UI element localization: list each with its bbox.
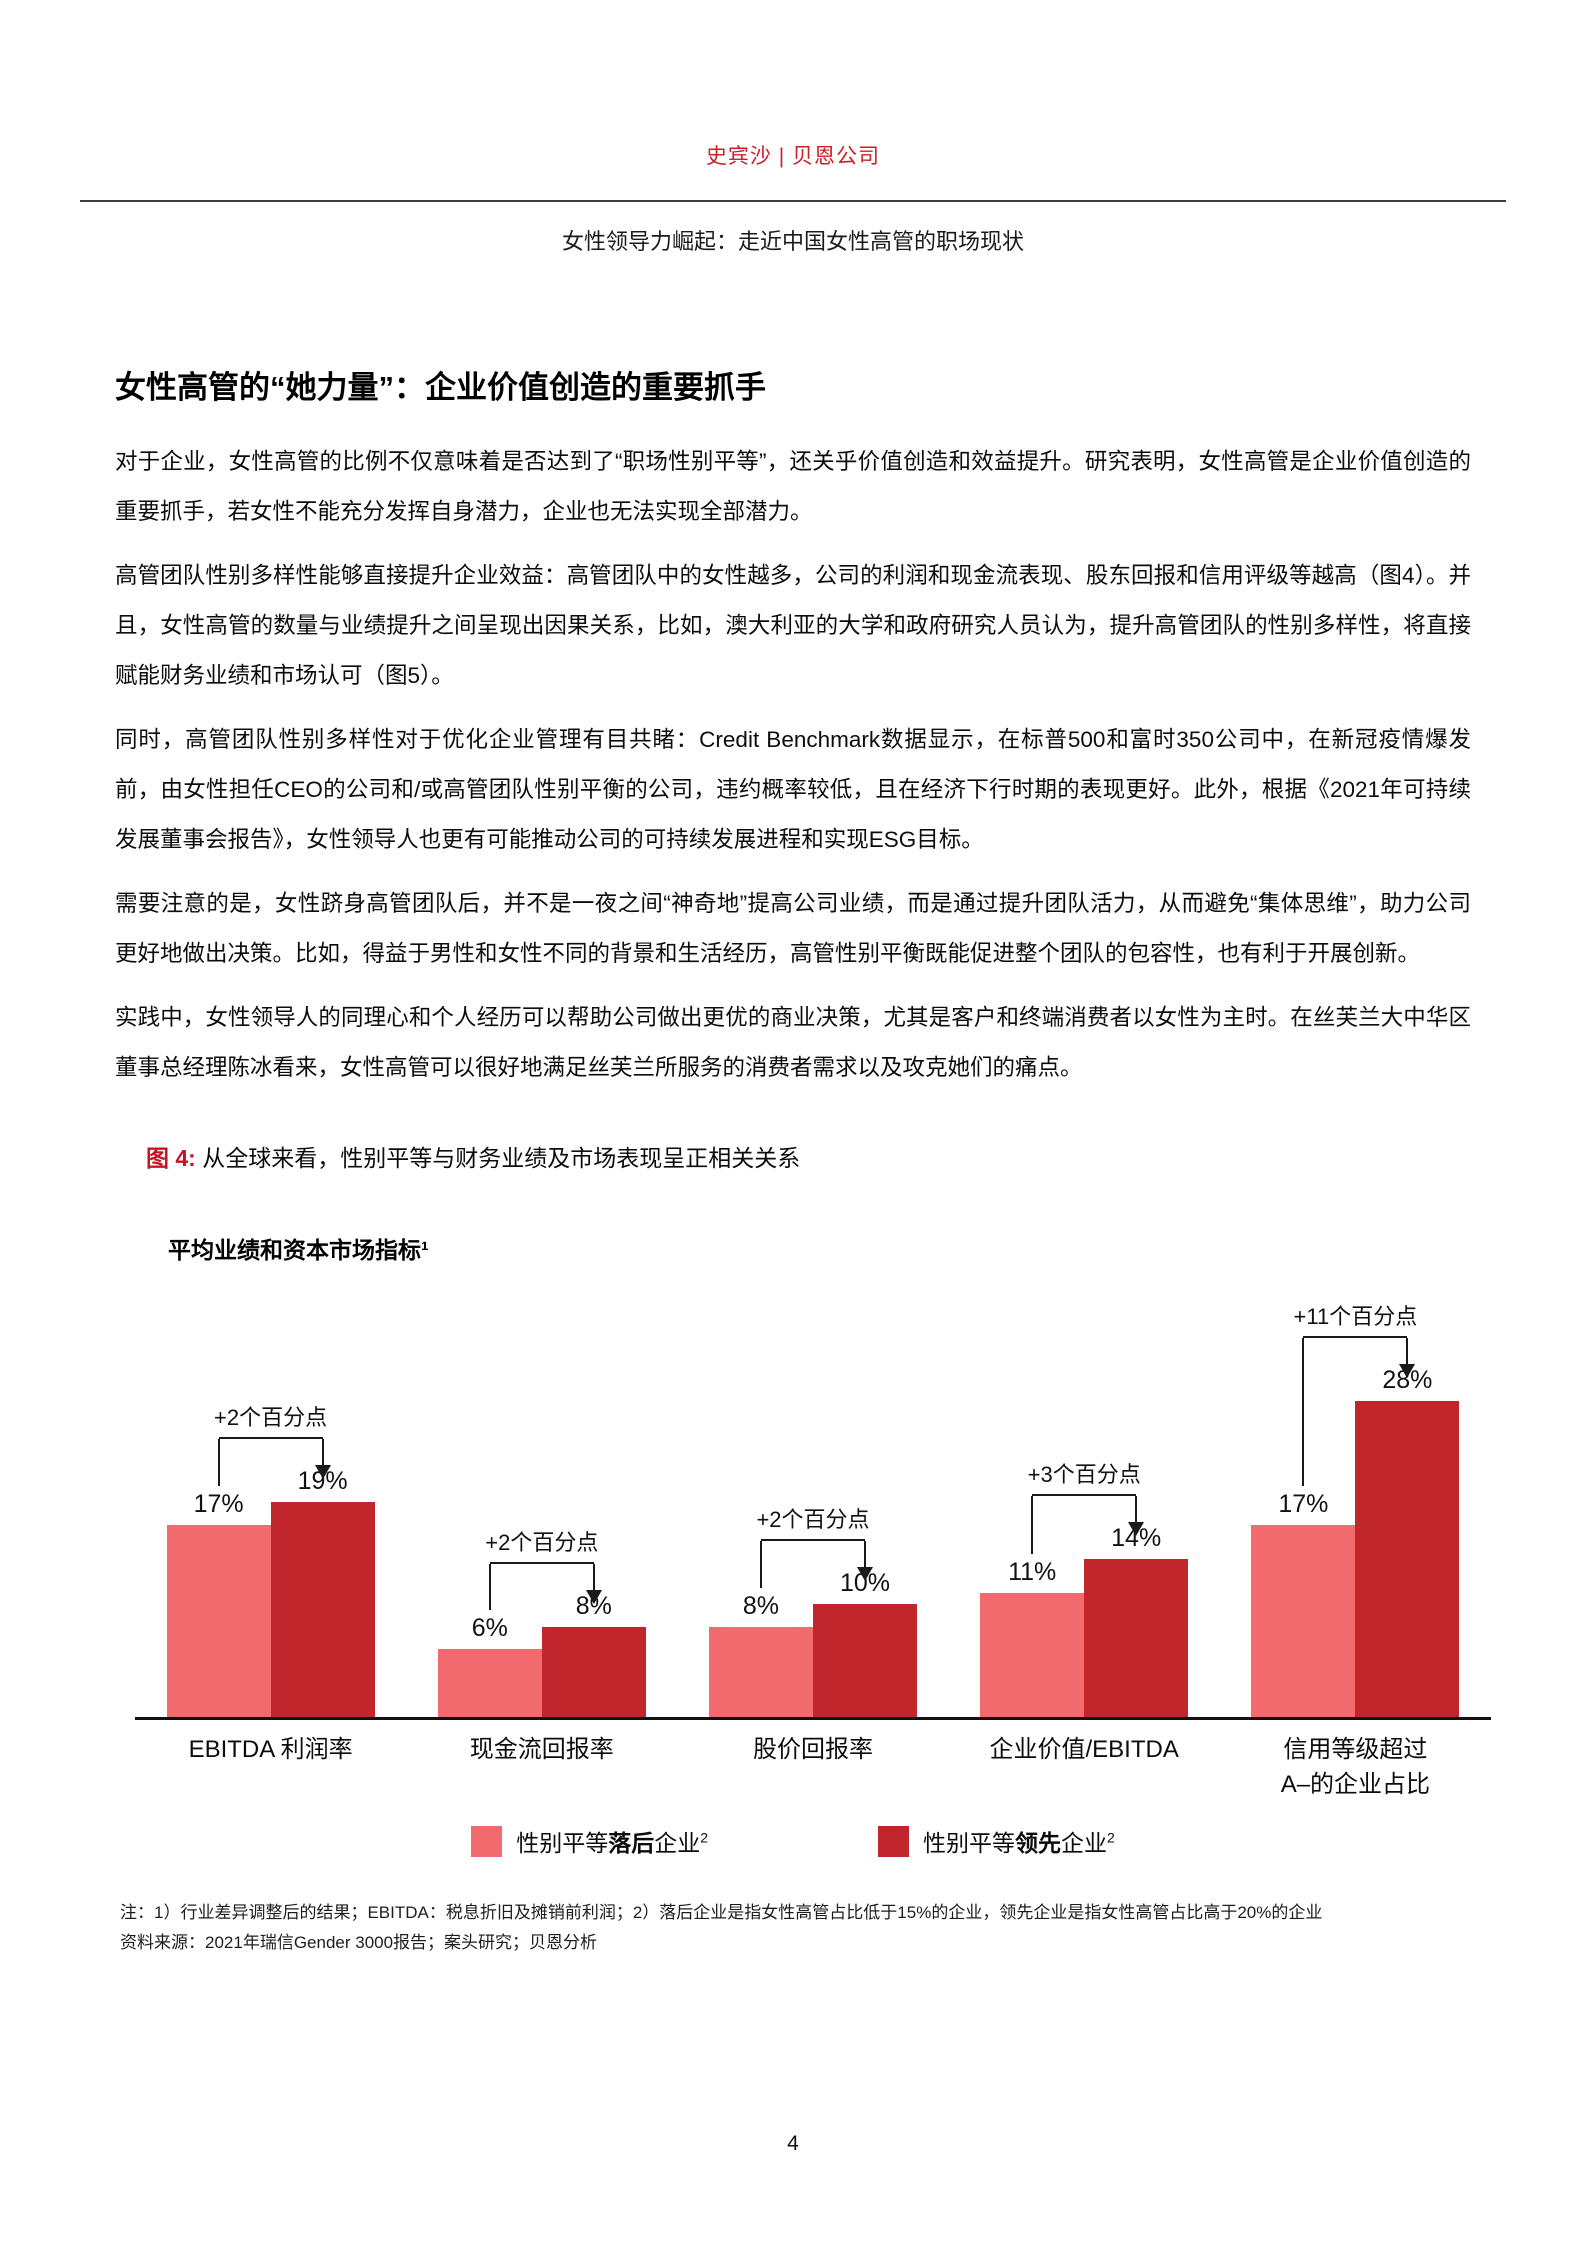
bracket-horizontal bbox=[1303, 1336, 1408, 1338]
source-line: 资料来源：2021年瑞信Gender 3000报告；案头研究；贝恩分析 bbox=[120, 1933, 598, 1952]
category-label: 现金流回报率 bbox=[406, 1732, 677, 1767]
category-label-line: 企业价值/EBITDA bbox=[989, 1736, 1179, 1763]
paragraph: 同时，高管团队性别多样性对于优化企业管理有目共睹：Credit Benchmar… bbox=[115, 727, 1471, 852]
bracket-horizontal bbox=[760, 1539, 865, 1541]
paragraph: 需要注意的是，女性跻身高管团队后，并不是一夜之间“神奇地”提高公司业绩，而是通过… bbox=[115, 891, 1471, 966]
category-label-line: 现金流回报率 bbox=[469, 1736, 614, 1763]
bar-laggard bbox=[708, 1627, 813, 1717]
category-label: EBITDA 利润率 bbox=[135, 1732, 406, 1767]
bar-laggard bbox=[437, 1649, 542, 1717]
page-number: 4 bbox=[787, 2132, 799, 2155]
bracket-left-leg bbox=[759, 1541, 762, 1588]
chart-group: 6% 8% +2个百分点 bbox=[406, 1265, 677, 1720]
bracket-left-leg bbox=[1031, 1496, 1034, 1554]
category-label: 企业价值/EBITDA bbox=[949, 1732, 1220, 1767]
legend-swatch bbox=[471, 1825, 503, 1857]
bar-value-label: 17% bbox=[193, 1490, 244, 1518]
category-label: 股价回报率 bbox=[677, 1732, 948, 1767]
chart-legend: 性别平等落后企业2 性别平等领先企业2 bbox=[115, 1824, 1471, 1858]
delta-annotation: +11个百分点 bbox=[1293, 1304, 1418, 1329]
category-label-line: 信用等级超过 bbox=[1283, 1736, 1428, 1763]
legend-label: 性别平等领先企业2 bbox=[923, 1829, 1115, 1856]
bracket-arrowhead-icon bbox=[314, 1465, 331, 1479]
bracket-arrowhead-icon bbox=[585, 1590, 602, 1604]
chart-title: 平均业绩和资本市场指标¹ bbox=[168, 1237, 429, 1263]
bar-leader bbox=[1355, 1401, 1460, 1717]
bar-value-label: 11% bbox=[1008, 1558, 1057, 1586]
footnote-line: 注：1）行业差异调整后的结果；EBITDA：税息折旧及摊销前利润；2）落后企业是… bbox=[120, 1903, 1323, 1922]
legend-label: 性别平等落后企业2 bbox=[516, 1829, 708, 1856]
bracket-left-leg bbox=[1302, 1338, 1305, 1486]
bracket-arrow-shaft bbox=[1406, 1338, 1409, 1364]
bar-value-label: 17% bbox=[1278, 1490, 1329, 1518]
document-subtitle: 女性领导力崛起：走近中国女性高管的职场现状 bbox=[561, 229, 1024, 254]
chart-baseline bbox=[135, 1717, 1491, 1720]
legend-swatch bbox=[878, 1825, 909, 1857]
bar-value-label: 8% bbox=[742, 1592, 780, 1620]
bracket-arrow-shaft bbox=[592, 1564, 595, 1590]
chart-group: 17% 28% +11个百分点 bbox=[1220, 1265, 1491, 1720]
section-heading: 女性高管的“她力量”：企业价值创造的重要抓手 bbox=[115, 370, 766, 405]
bracket-arrow-shaft bbox=[863, 1541, 866, 1567]
category-label-line: 股价回报率 bbox=[752, 1736, 873, 1763]
legend-item: 性别平等落后企业2 bbox=[471, 1824, 708, 1858]
bar-leader bbox=[270, 1502, 375, 1717]
bar-leader bbox=[812, 1604, 917, 1717]
chart-group: 17% 19% +2个百分点 bbox=[135, 1265, 406, 1720]
category-label-line: EBITDA 利润率 bbox=[188, 1736, 353, 1763]
bracket-arrowhead-icon bbox=[1128, 1522, 1145, 1536]
chart-plot-area: 17% 19% +2个百分点 6% 8% +2个百分点 8% 10% +2个百分点 11% 14% +… bbox=[135, 1265, 1491, 1720]
paragraph: 高管团队性别多样性能够直接提升企业效益：高管团队中的女性越多，公司的利润和现金流… bbox=[115, 563, 1471, 688]
paragraph: 对于企业，女性高管的比例不仅意味着是否达到了“职场性别平等”，还关乎价值创造和效… bbox=[115, 449, 1471, 524]
footnotes: 注：1）行业差异调整后的结果；EBITDA：税息折旧及摊销前利润；2）落后企业是… bbox=[120, 1898, 1471, 1958]
page-content: 女性高管的“她力量”：企业价值创造的重要抓手 对于企业，女性高管的比例不仅意味着… bbox=[115, 362, 1491, 1958]
bracket-arrow-shaft bbox=[321, 1439, 324, 1465]
bracket-arrowhead-icon bbox=[1399, 1364, 1416, 1378]
bracket-horizontal bbox=[1032, 1494, 1137, 1496]
bar-laggard bbox=[166, 1525, 271, 1717]
bracket-left-leg bbox=[488, 1564, 491, 1610]
bar-leader bbox=[1084, 1559, 1189, 1717]
figure-caption-text: 从全球来看，性别平等与财务业绩及市场表现呈正相关关系 bbox=[202, 1145, 801, 1171]
paragraph: 实践中，女性领导人的同理心和个人经历可以帮助公司做出更优的商业决策，尤其是客户和… bbox=[115, 1005, 1471, 1080]
chart-group: 11% 14% +3个百分点 bbox=[949, 1265, 1220, 1720]
bar-value-label: 6% bbox=[471, 1614, 508, 1642]
bracket-horizontal bbox=[489, 1562, 594, 1564]
delta-annotation: +3个百分点 bbox=[1027, 1462, 1141, 1487]
bar-laggard bbox=[980, 1593, 1085, 1717]
category-label: 信用等级超过 A–的企业占比 bbox=[1220, 1732, 1491, 1802]
bar-chart: 17% 19% +2个百分点 6% 8% +2个百分点 8% 10% +2个百分点 11% 14% +… bbox=[135, 1265, 1491, 1818]
bracket-arrow-shaft bbox=[1135, 1496, 1138, 1522]
chart-group: 8% 10% +2个百分点 bbox=[677, 1265, 948, 1720]
category-label-line: A–的企业占比 bbox=[1280, 1771, 1431, 1798]
bracket-arrowhead-icon bbox=[856, 1567, 873, 1581]
brand-header: 史宾沙 | 贝恩公司 bbox=[705, 145, 881, 168]
bracket-left-leg bbox=[217, 1439, 220, 1486]
figure-number: 图 4: bbox=[146, 1145, 196, 1171]
header-divider bbox=[80, 200, 1506, 202]
bar-leader bbox=[541, 1627, 646, 1717]
bracket-horizontal bbox=[218, 1437, 323, 1439]
legend-item: 性别平等领先企业2 bbox=[878, 1824, 1115, 1858]
delta-annotation: +2个百分点 bbox=[214, 1405, 328, 1430]
chart-category-axis: EBITDA 利润率 现金流回报率 股价回报率 企业价值/EBITDA 信用等级超过 A–… bbox=[135, 1732, 1491, 1818]
delta-annotation: +2个百分点 bbox=[485, 1530, 599, 1555]
delta-annotation: +2个百分点 bbox=[756, 1507, 870, 1532]
figure-caption: 图 4: 从全球来看，性别平等与财务业绩及市场表现呈正相关关系 bbox=[146, 1139, 1471, 1173]
bar-laggard bbox=[1251, 1525, 1356, 1717]
